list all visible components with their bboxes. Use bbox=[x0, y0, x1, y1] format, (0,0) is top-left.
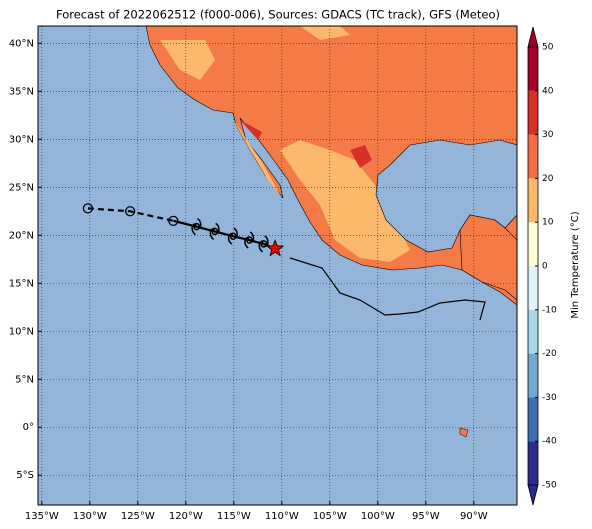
colorbar-extend-min bbox=[527, 484, 539, 506]
colorbar-tick-label: -20 bbox=[542, 349, 557, 359]
y-tick-label: 0° bbox=[23, 422, 34, 433]
colorbar: -50 -40 -30 -20 -10 0 10 20 30 40 50 bbox=[527, 26, 557, 506]
land-cooler bbox=[160, 26, 410, 262]
coastline bbox=[289, 257, 486, 321]
colorbar-bin bbox=[528, 397, 538, 442]
storm-symbol bbox=[258, 235, 269, 253]
colorbar-tick-label: 20 bbox=[542, 174, 554, 184]
storm-symbol bbox=[244, 231, 255, 249]
x-tick-label: 105°W bbox=[313, 511, 347, 522]
track-forecast-line bbox=[87, 207, 174, 222]
y-tick-label: 15°N bbox=[9, 278, 34, 289]
x-tick-label: 115°W bbox=[217, 511, 251, 522]
x-tick-label: 120°W bbox=[169, 511, 203, 522]
current-position bbox=[265, 239, 285, 257]
colorbar-bin bbox=[528, 47, 538, 91]
colorbar-bin bbox=[528, 309, 538, 354]
y-tick-label: 25°N bbox=[9, 182, 34, 193]
colorbar-tick-label: -50 bbox=[542, 481, 557, 491]
colorbar-tick-label: 40 bbox=[542, 86, 554, 96]
colorbar-tick-label: 0 bbox=[542, 262, 548, 272]
colorbar-bin bbox=[528, 178, 538, 223]
y-tick-label: 5°S bbox=[16, 470, 34, 481]
colorbar-tick-label: 10 bbox=[542, 218, 554, 228]
colorbar-bin bbox=[528, 266, 538, 310]
land-warm bbox=[240, 120, 372, 168]
colorbar-label: Min Temperature (°C) bbox=[570, 211, 581, 318]
colorbar-tick-label: -40 bbox=[542, 437, 557, 447]
map-title: Forecast of 2022062512 (f000-006), Sourc… bbox=[56, 8, 500, 22]
colorbar-tick-label: 50 bbox=[542, 43, 554, 53]
y-tick-label: 30°N bbox=[9, 134, 34, 145]
colorbar-tick-label: -10 bbox=[542, 305, 557, 315]
storm-track bbox=[82, 203, 285, 257]
y-tick-label: 5°N bbox=[15, 374, 34, 385]
colorbar-tick-label: -30 bbox=[542, 393, 557, 403]
colorbar-bin bbox=[528, 441, 538, 485]
y-tick-label: 10°N bbox=[9, 326, 34, 337]
track-point bbox=[82, 203, 94, 214]
map-area bbox=[38, 26, 517, 505]
x-tick-label: 100°W bbox=[361, 511, 395, 522]
track-line bbox=[173, 219, 276, 250]
y-tick-label: 35°N bbox=[9, 86, 34, 97]
colorbar-bin bbox=[528, 134, 538, 179]
storm-symbol bbox=[227, 227, 238, 245]
x-tick-label: 135°W bbox=[25, 511, 59, 522]
y-tick-label: 40°N bbox=[9, 38, 34, 49]
track-point bbox=[125, 206, 136, 217]
colorbar-bin bbox=[528, 222, 538, 266]
colorbar-bin bbox=[528, 90, 538, 135]
y-tick-label: 20°N bbox=[9, 230, 34, 241]
x-tick-label: 90°W bbox=[460, 511, 488, 522]
x-tick-label: 130°W bbox=[73, 511, 107, 522]
x-tick-label: 125°W bbox=[121, 511, 155, 522]
track-point bbox=[168, 215, 179, 227]
island bbox=[459, 427, 469, 438]
central-america bbox=[459, 214, 517, 301]
storm-symbol bbox=[191, 217, 202, 236]
colorbar-bin bbox=[528, 353, 538, 398]
storm-symbol bbox=[209, 222, 220, 241]
colorbar-extend-max bbox=[527, 26, 539, 48]
map-frame bbox=[37, 25, 518, 506]
colorbar-tick-label: 30 bbox=[542, 130, 554, 140]
x-tick-label: 95°W bbox=[412, 511, 440, 522]
x-tick-label: 110°W bbox=[265, 511, 299, 522]
